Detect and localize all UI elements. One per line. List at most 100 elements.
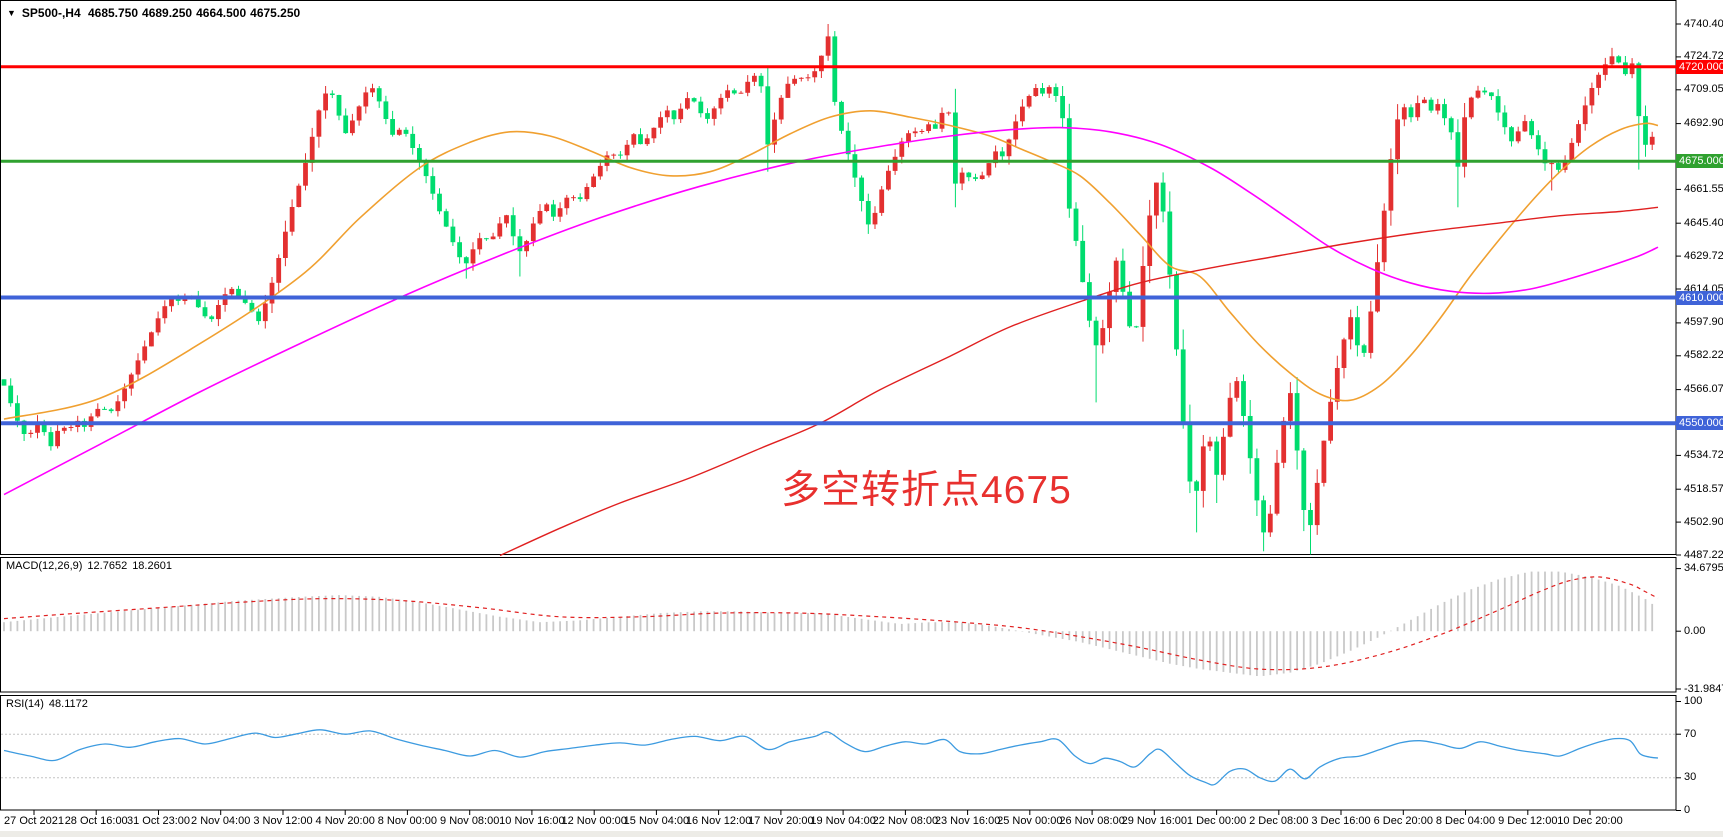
time-label: 1 Dec 00:00 [1186, 815, 1247, 827]
price-tick-label: 4502.900 [1684, 515, 1723, 528]
candle-body [517, 236, 523, 252]
candle-body [1180, 349, 1186, 425]
candle-body [551, 204, 556, 217]
candle-body [852, 154, 858, 178]
mid-ma-line [3, 126, 1659, 496]
rsi-line [3, 729, 1659, 786]
candle-body [504, 215, 509, 224]
candle-body [671, 110, 677, 120]
candle-body [1468, 97, 1474, 118]
candle-body [705, 113, 710, 119]
time-axis[interactable]: 27 Oct 2021 28 Oct 16:00 31 Oct 23:00 2 Nov… [0, 811, 1723, 831]
macd-main-value: 12.7652 [87, 560, 128, 572]
time-label: 22 Nov 08:00 [872, 815, 939, 827]
candle-body [1328, 401, 1333, 441]
candle-body [718, 97, 724, 109]
time-label: 26 Nov 08:00 [1059, 815, 1125, 827]
candle-body [638, 134, 643, 145]
candle-body [879, 189, 885, 213]
candle-body [926, 124, 931, 131]
candle-body [1, 379, 7, 386]
time-label: 9 Dec 12:00 [1498, 815, 1558, 827]
candle-body [1475, 90, 1481, 98]
candle-body [1080, 240, 1086, 283]
candle-body [772, 119, 777, 145]
candle-body [698, 101, 704, 114]
candle-body [1261, 500, 1266, 533]
time-label: 28 Oct 16:00 [64, 815, 128, 827]
price-tick-label: 4709.050 [1684, 83, 1723, 96]
candle-body [55, 430, 60, 447]
candle-body [1428, 99, 1434, 111]
candle-body [383, 101, 389, 119]
candle-body [973, 177, 978, 179]
candle-body [805, 77, 811, 79]
candle-body [1602, 64, 1608, 75]
candle-body [953, 112, 958, 184]
candle-body [376, 88, 382, 102]
time-label: 27 Oct 2021 [4, 815, 64, 827]
candle-body [1160, 182, 1166, 212]
candle-body [296, 185, 302, 207]
candle-body [886, 170, 891, 190]
candle-body [1308, 510, 1313, 526]
candle-body [946, 112, 952, 114]
candle-body [1174, 274, 1179, 350]
candle-body [1020, 106, 1025, 122]
candle-body [1026, 96, 1032, 107]
macd-tick-label: 0.00 [1684, 624, 1706, 637]
time-label: 3 Dec 16:00 [1311, 815, 1371, 827]
time-label: 31 Oct 23:00 [127, 815, 190, 827]
candle-body [1616, 56, 1622, 63]
candle-body [597, 165, 603, 177]
candle-body [1562, 161, 1568, 170]
rsi-indicator-label: RSI(14) 48.1172 [6, 698, 93, 710]
candle-body [939, 112, 945, 129]
time-label: 10 Dec 20:00 [1557, 815, 1623, 827]
candle-body [289, 207, 295, 232]
candle-body [450, 226, 456, 243]
candle-body [752, 75, 757, 82]
candle-body [21, 420, 27, 434]
price-tick-label: 4645.400 [1684, 216, 1723, 229]
candle-body [262, 303, 268, 322]
candle-body [1221, 436, 1226, 475]
candle-body [343, 115, 349, 134]
price-tick-label: 4661.550 [1684, 182, 1723, 195]
price-tick-label: 4534.725 [1684, 448, 1723, 461]
candle-body [41, 421, 47, 433]
candle-body [1482, 90, 1488, 93]
candle-body [437, 193, 442, 212]
candle-body [1629, 63, 1635, 75]
candle-body [678, 108, 684, 120]
price-axis[interactable]: 4740.400 4724.725 4709.050 4692.900 4661.550… [1676, 0, 1723, 816]
candle-body [651, 127, 657, 139]
chart-dropdown-icon[interactable]: ▼ [7, 8, 16, 18]
macd-signal-line [3, 576, 1659, 671]
candle-body [1643, 116, 1648, 145]
candle-body [1214, 441, 1220, 475]
candle-body [912, 131, 918, 134]
candle-body [423, 162, 429, 177]
candle-body [825, 36, 831, 56]
candle-body [631, 134, 637, 145]
time-label: 29 Nov 16:00 [1121, 815, 1188, 827]
candle-body [336, 95, 342, 116]
candle-body [1200, 446, 1206, 491]
candle-body [865, 201, 871, 225]
candle-body [269, 282, 275, 304]
chart-annotation: 多空转折点4675 [781, 469, 1072, 512]
macd-indicator-label: MACD(12,26,9) 12.7652 18.2601 [6, 560, 177, 572]
rsi-panel-frame [0, 695, 1677, 811]
candle-body [564, 197, 570, 209]
candle-body [497, 223, 503, 237]
candle-body [745, 81, 751, 93]
candle-body [249, 302, 255, 312]
candle-body [765, 86, 771, 145]
candle-body [1167, 211, 1173, 275]
candle-body [1288, 393, 1293, 421]
macd-tick-label: -31.9847 [1684, 682, 1723, 695]
candle-body [839, 101, 844, 131]
candle-body [584, 187, 590, 200]
